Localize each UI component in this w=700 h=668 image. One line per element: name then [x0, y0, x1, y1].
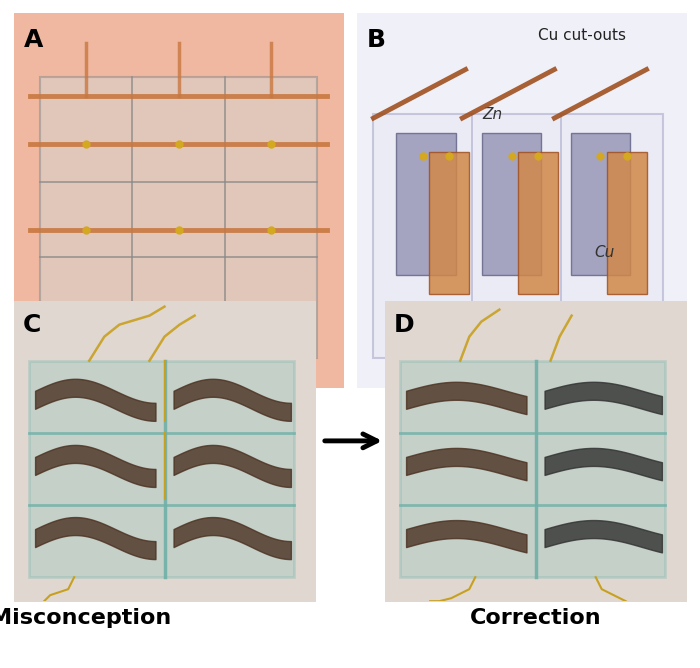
FancyBboxPatch shape: [518, 152, 558, 294]
Text: Zn: Zn: [482, 107, 502, 122]
FancyBboxPatch shape: [396, 133, 456, 275]
FancyBboxPatch shape: [374, 114, 663, 357]
Text: Correction: Correction: [470, 608, 601, 628]
FancyBboxPatch shape: [29, 361, 294, 577]
Text: D: D: [394, 313, 414, 337]
FancyBboxPatch shape: [571, 133, 630, 275]
FancyBboxPatch shape: [429, 152, 469, 294]
FancyBboxPatch shape: [400, 361, 665, 577]
Text: B: B: [367, 28, 386, 52]
FancyBboxPatch shape: [482, 133, 541, 275]
Text: C: C: [23, 313, 41, 337]
Text: Misconception: Misconception: [0, 608, 171, 628]
Text: A: A: [24, 28, 43, 52]
Text: Cu cut-outs: Cu cut-outs: [538, 28, 626, 43]
FancyBboxPatch shape: [41, 77, 316, 357]
Text: Cu: Cu: [594, 245, 614, 261]
FancyBboxPatch shape: [607, 152, 647, 294]
